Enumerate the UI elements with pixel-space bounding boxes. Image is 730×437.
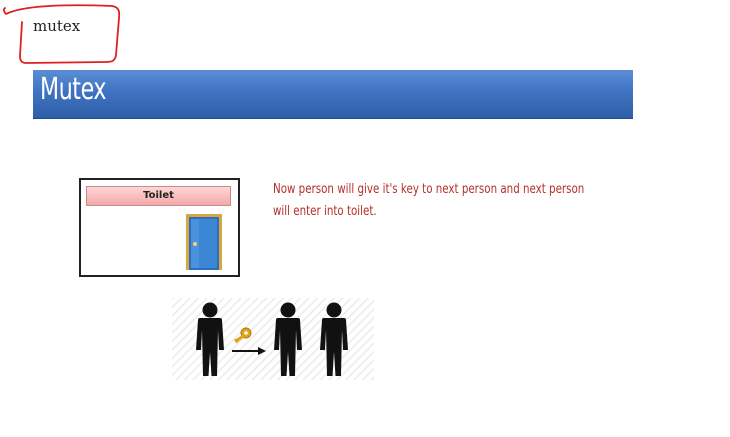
person-icon [196, 302, 224, 376]
slide-caption: Now person will give it's key to next pe… [273, 182, 585, 219]
annotation-note: mutex [33, 17, 81, 35]
door-icon [186, 214, 222, 270]
slide-title-banner: Mutex [33, 70, 633, 119]
person-icon [320, 302, 348, 376]
arrow-right-icon [232, 347, 266, 355]
toilet-sign: Toilet [86, 186, 231, 206]
people-key-illustration [172, 298, 374, 380]
toilet-illustration: Toilet [79, 178, 240, 277]
annotation-circle [3, 4, 121, 64]
slide-title: Mutex [40, 72, 107, 107]
key-icon [234, 327, 252, 344]
person-icon [274, 302, 302, 376]
